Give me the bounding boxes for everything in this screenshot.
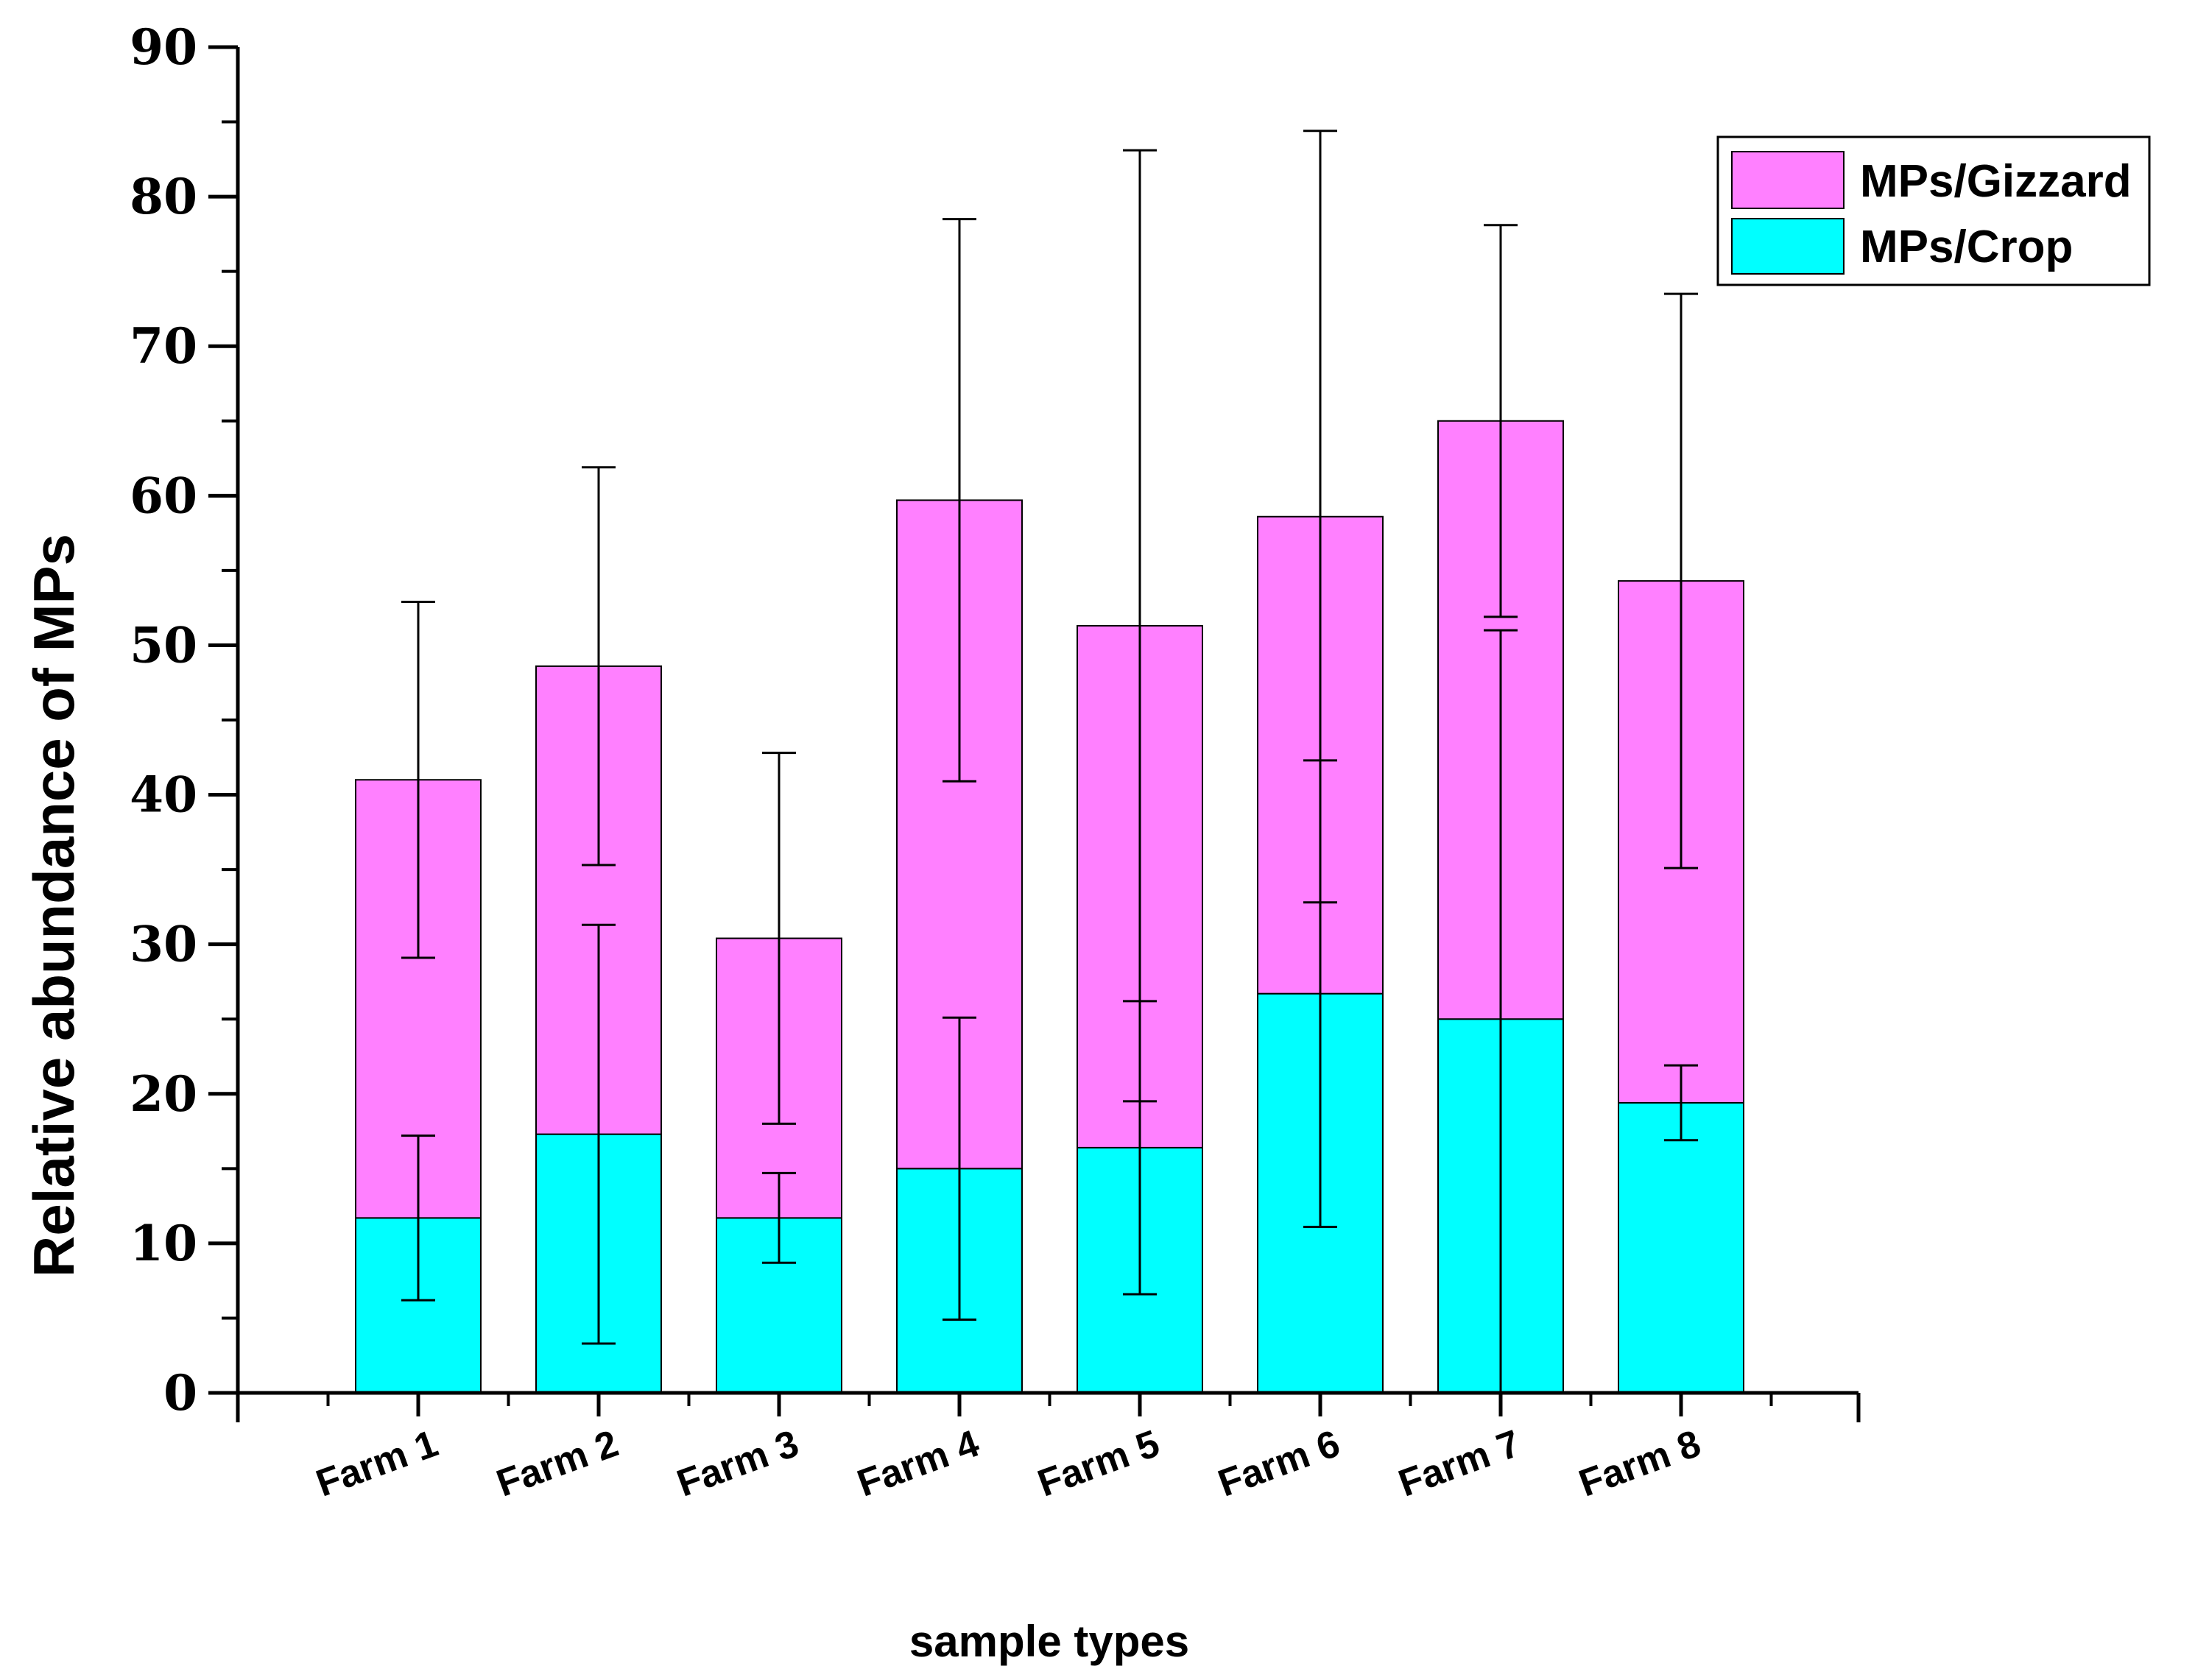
error-bar-mps-gizzard-3 [762, 752, 796, 1125]
bar-mps-crop-8 [1618, 1101, 1744, 1394]
x-tick-label-3: Farm 3 [672, 1422, 804, 1506]
x-tick-label-4: Farm 4 [852, 1422, 984, 1506]
y-tick-label-60: 60 [130, 467, 197, 524]
error-bar-mps-gizzard-1 [401, 601, 435, 959]
legend-swatch-crop [1731, 218, 1845, 275]
x-tick-label-2: Farm 2 [491, 1422, 624, 1506]
bars-layer [355, 420, 1744, 1394]
legend-swatch-gizzard [1731, 151, 1845, 209]
x-tick-label-5: Farm 5 [1032, 1422, 1165, 1506]
y-tick-label-10: 10 [130, 1215, 197, 1272]
error-bar-mps-gizzard-8 [1664, 292, 1698, 869]
x-tick-label-1: Farm 1 [311, 1422, 443, 1506]
error-bar-mps-gizzard-4 [943, 218, 976, 783]
y-tick-label-0: 0 [163, 1364, 197, 1422]
error-bar-mps-crop-4 [943, 1016, 976, 1321]
y-tick-label-30: 30 [130, 916, 197, 973]
error-bar-mps-gizzard-6 [1303, 130, 1337, 904]
error-bar-mps-gizzard-7 [1484, 224, 1518, 618]
y-tick-label-90: 90 [130, 18, 197, 76]
x-tick-label-8: Farm 8 [1574, 1422, 1706, 1506]
legend-label-gizzard: MPs/Gizzard [1860, 156, 2132, 207]
y-axis-title: Relative abundance of MPs [21, 534, 86, 1277]
error-bar-mps-gizzard-2 [582, 466, 616, 867]
legend-label-crop: MPs/Crop [1860, 222, 2073, 272]
error-bar-mps-crop-8 [1664, 1064, 1698, 1142]
y-tick-label-50: 50 [130, 616, 197, 674]
error-bar-mps-crop-3 [762, 1171, 796, 1264]
x-tick-label-6: Farm 6 [1213, 1422, 1345, 1506]
axes-layer [208, 45, 1861, 1422]
legend: MPs/Gizzard MPs/Crop [1716, 135, 2151, 286]
x-axis-title: sample types [909, 1617, 1189, 1666]
y-tick-label-80: 80 [130, 168, 197, 225]
ticks-layer: Farm 1 Farm 2 Farm 3 Farm 4 Farm 5 Farm 6 Farm… [130, 18, 1706, 1506]
y-tick-label-40: 40 [130, 766, 197, 824]
x-tick-label-7: Farm 7 [1393, 1422, 1526, 1506]
y-tick-label-70: 70 [130, 317, 197, 375]
y-tick-label-20: 20 [130, 1065, 197, 1123]
error-bar-mps-gizzard-5 [1123, 149, 1157, 1103]
error-bar-mps-crop-1 [401, 1134, 435, 1302]
error-bar-mps-crop-2 [582, 923, 616, 1345]
